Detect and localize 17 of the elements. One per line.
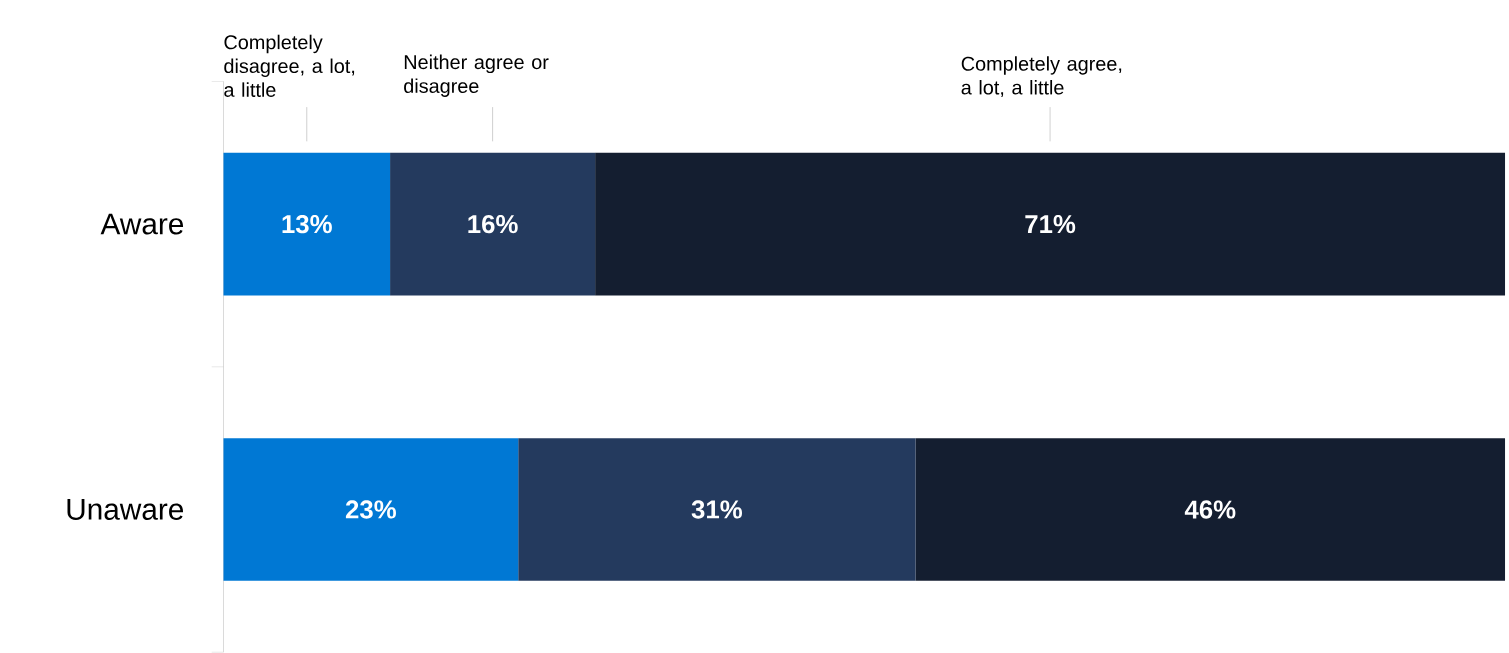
data-label: 16% xyxy=(468,214,518,234)
text: Completely agree, a lot, a little xyxy=(961,56,1122,97)
bar xyxy=(390,152,596,296)
bar xyxy=(595,152,1506,296)
data-label: 23% xyxy=(345,500,396,519)
text: Neither agree or disagree xyxy=(404,54,549,97)
data-label: 31% xyxy=(691,500,742,519)
text: Completely disagree, a lot, a little xyxy=(224,34,355,97)
y-tick-label: Aware xyxy=(100,213,184,235)
data-label: 13% xyxy=(282,214,332,234)
bar xyxy=(915,438,1506,581)
bar xyxy=(223,438,519,581)
data-label: 46% xyxy=(1184,500,1236,519)
bar xyxy=(223,152,391,296)
y-tick-label: Unaware xyxy=(67,499,184,520)
bar xyxy=(518,438,916,581)
data-label: 71% xyxy=(1025,214,1076,234)
